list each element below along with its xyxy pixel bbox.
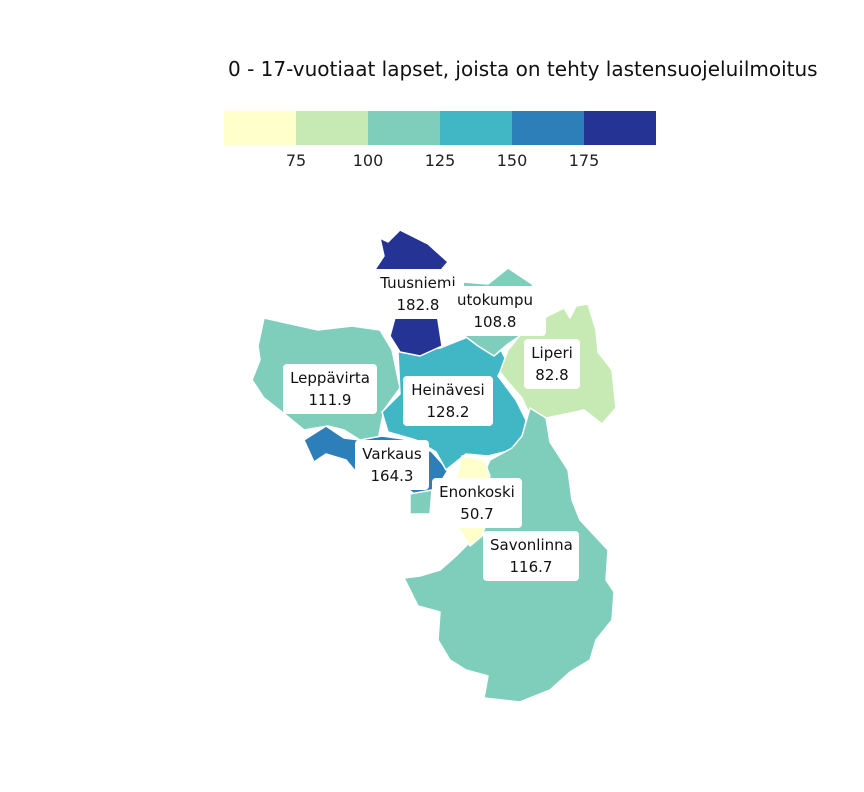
color-legend: 75 100 125 150 175 — [224, 111, 656, 175]
label-name: Tuusniemi — [380, 274, 456, 292]
map-title: 0 - 17-vuotiaat lapset, joista on tehty … — [228, 57, 818, 81]
label-varkaus: Varkaus 164.3 — [355, 440, 429, 490]
legend-tick: 75 — [285, 151, 307, 170]
label-name: Enonkoski — [439, 483, 515, 501]
region-savonlinna-fragment — [409, 489, 433, 515]
label-value: 116.7 — [509, 558, 553, 576]
label-leppavirta: Leppävirta 111.9 — [283, 364, 377, 414]
label-value: 128.2 — [426, 403, 470, 421]
label-enonkoski: Enonkoski 50.7 — [432, 478, 522, 528]
legend-bar — [224, 111, 656, 145]
legend-tick: 175 — [568, 151, 600, 170]
label-outokumpu: utokumpu 108.8 — [444, 286, 546, 336]
label-savonlinna: Savonlinna 116.7 — [483, 531, 579, 581]
label-liperi: Liperi 82.8 — [524, 339, 580, 389]
label-value: 111.9 — [308, 391, 352, 409]
label-value: 108.8 — [473, 313, 517, 331]
label-name: Heinävesi — [411, 381, 485, 399]
legend-swatch — [512, 111, 584, 145]
label-value: 82.8 — [535, 366, 569, 384]
label-name: Savonlinna — [490, 536, 573, 554]
legend-swatch — [368, 111, 440, 145]
legend-tick: 100 — [352, 151, 384, 170]
legend-swatch — [584, 111, 656, 145]
label-name: Leppävirta — [290, 369, 370, 387]
label-name: Liperi — [531, 344, 573, 362]
legend-swatch — [296, 111, 368, 145]
legend-tick: 150 — [496, 151, 528, 170]
label-name: Varkaus — [362, 445, 422, 463]
label-heinavesi: Heinävesi 128.2 — [403, 376, 493, 426]
legend-swatch — [224, 111, 296, 145]
label-value: 50.7 — [460, 505, 494, 523]
label-name: utokumpu — [457, 291, 533, 309]
legend-tick: 125 — [424, 151, 456, 170]
label-value: 182.8 — [396, 296, 440, 314]
legend-ticks: 75 100 125 150 175 — [224, 151, 656, 175]
legend-swatch — [440, 111, 512, 145]
label-value: 164.3 — [370, 467, 414, 485]
